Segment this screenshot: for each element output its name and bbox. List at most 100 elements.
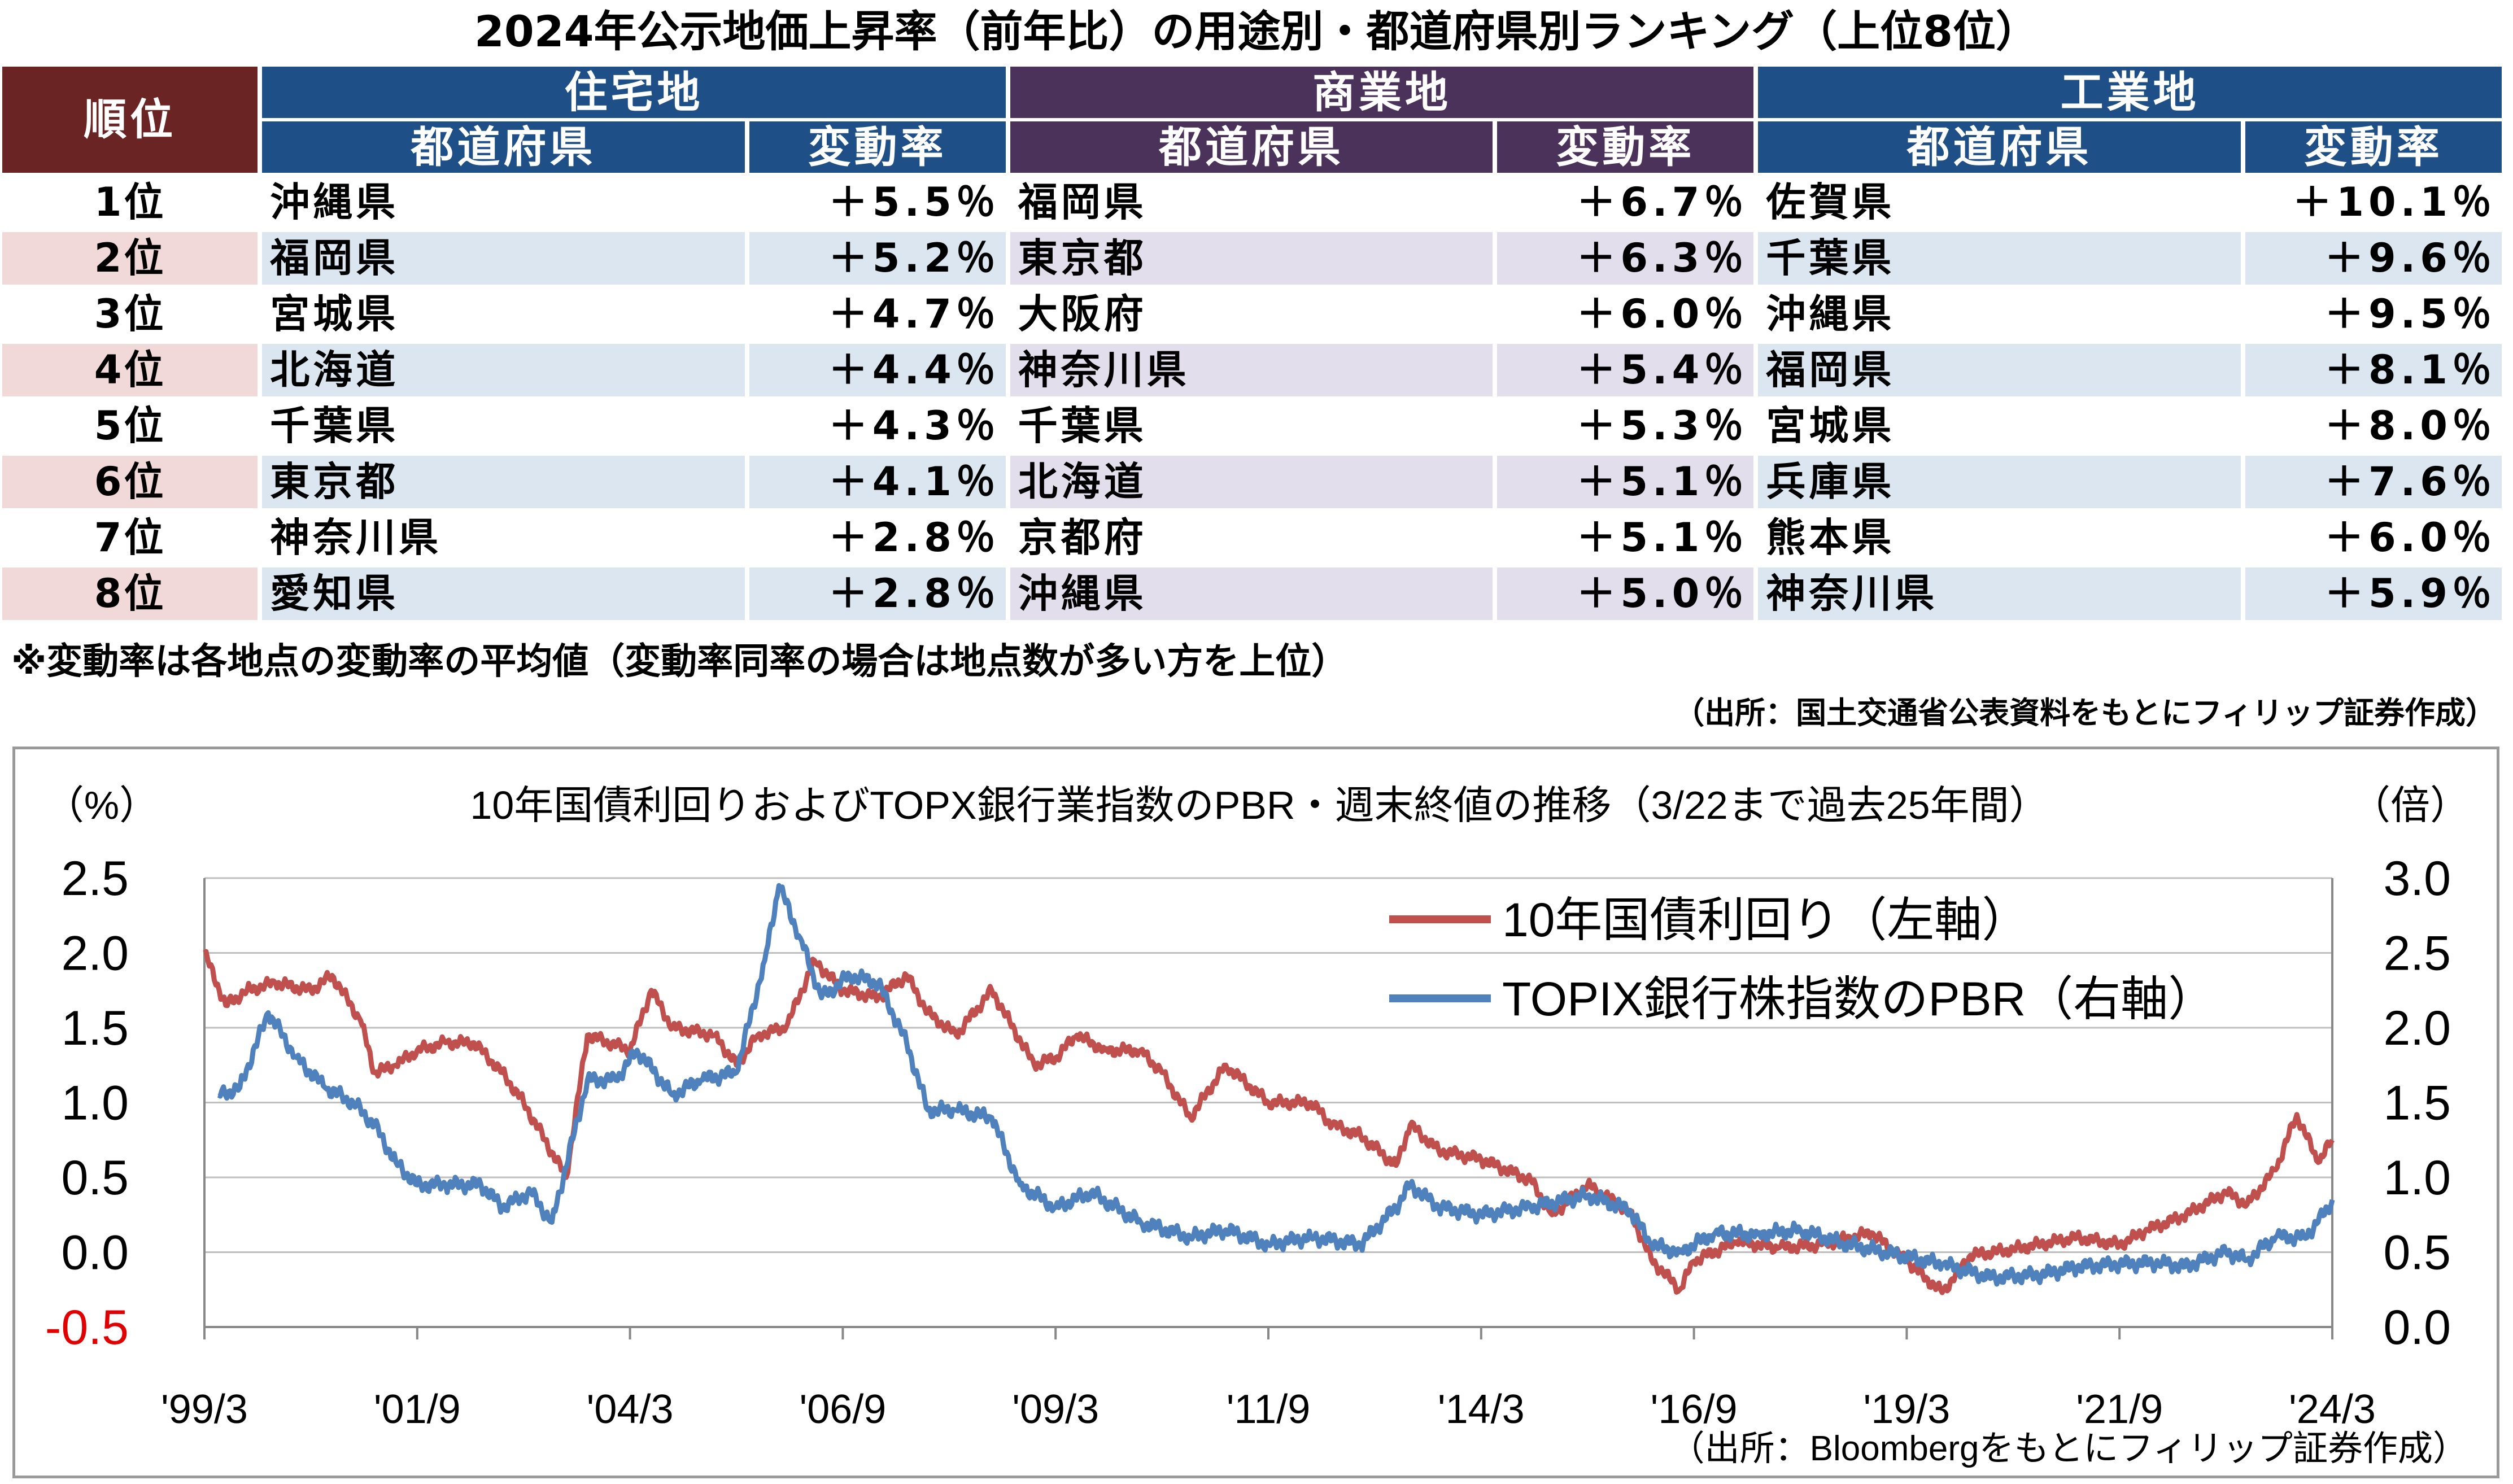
x-tick-label: '24/3: [2289, 1387, 2376, 1432]
x-tick-label: '19/3: [1863, 1387, 1950, 1432]
right-axis-tick-label: 1.5: [2383, 1076, 2451, 1131]
left-axis-tick-label: -0.5: [45, 1300, 129, 1355]
table-row: 1位 沖縄県 ＋5.5％ 福岡県 ＋6.7％ 佐賀県 ＋10.1％: [2, 176, 2502, 229]
industrial-header: 工業地: [1758, 67, 2502, 118]
right-axis-tick-label: 0.5: [2383, 1226, 2451, 1280]
industrial-prefecture-cell: 福岡県: [1758, 344, 2241, 396]
industrial-rate-header: 変動率: [2245, 121, 2502, 173]
left-axis-tick-label: 2.0: [61, 927, 129, 981]
x-tick-label: '99/3: [161, 1387, 248, 1432]
rank-cell: 8位: [2, 568, 258, 620]
commercial-rate-cell: ＋6.0％: [1576, 291, 1748, 337]
table-row: 5位 千葉県 ＋4.3％ 千葉県 ＋5.3％ 宮城県 ＋8.0％: [2, 400, 2502, 452]
right-axis-unit: （倍）: [2351, 783, 2470, 827]
left-axis-unit: （%）: [45, 783, 159, 827]
commercial-prefecture-cell: 京都府: [1018, 514, 1147, 561]
industrial-prefecture-cell: 宮城県: [1766, 403, 1895, 449]
chart-frame: [12, 747, 2499, 1478]
table-row: 3位 宮城県 ＋4.7％ 大阪府 ＋6.0％ 沖縄県 ＋9.5％: [2, 288, 2502, 341]
commercial-rate-cell: ＋5.1％: [1497, 456, 1754, 508]
industrial-prefecture-cell: 佐賀県: [1766, 179, 1895, 225]
rank-cell: 4位: [2, 344, 258, 396]
industrial-rate-cell: ＋8.1％: [2245, 344, 2502, 396]
commercial-prefecture-cell: 沖縄県: [1010, 568, 1493, 620]
residential-prefecture-cell: 福岡県: [262, 232, 745, 285]
industrial-prefecture-cell: 沖縄県: [1766, 291, 1895, 337]
commercial-prefecture-cell: 神奈川県: [1010, 344, 1493, 396]
left-axis-tick-label: 0.0: [61, 1226, 129, 1280]
table-row: 4位 北海道 ＋4.4％ 神奈川県 ＋5.4％ 福岡県 ＋8.1％: [2, 344, 2502, 396]
commercial-prefecture-cell: 福岡県: [1018, 179, 1147, 225]
industrial-prefecture-cell: 千葉県: [1758, 232, 2241, 285]
x-tick-label: '14/3: [1438, 1387, 1525, 1432]
residential-rate-cell: ＋4.3％: [828, 403, 1000, 449]
rank-cell: 1位: [94, 179, 166, 225]
rank-header: 順位: [2, 67, 258, 173]
commercial-prefecture-cell: 東京都: [1010, 232, 1493, 285]
residential-prefecture-cell: 沖縄県: [270, 179, 399, 225]
right-axis-tick-label: 2.5: [2383, 927, 2451, 981]
rank-cell: 7位: [94, 514, 166, 561]
x-tick-label: '21/9: [2076, 1387, 2163, 1432]
x-tick-label: '11/9: [1227, 1387, 1311, 1432]
x-tick-label: '16/9: [1651, 1387, 1738, 1432]
industrial-pref-header: 都道府県: [1758, 121, 2241, 173]
commercial-rate-cell: ＋6.7％: [1576, 179, 1748, 225]
commercial-rate-cell: ＋5.1％: [1576, 514, 1748, 561]
industrial-prefecture-cell: 神奈川県: [1758, 568, 2241, 620]
residential-prefecture-cell: 東京都: [262, 456, 745, 508]
x-tick-label: '09/3: [1012, 1387, 1099, 1432]
table-row: 2位 福岡県 ＋5.2％ 東京都 ＋6.3％ 千葉県 ＋9.6％: [2, 232, 2502, 285]
commercial-header: 商業地: [1010, 67, 1754, 118]
table-footnote: ※変動率は各地点の変動率の平均値（変動率同率の場合は地点数が多い方を上位）: [11, 641, 1348, 683]
left-axis-tick-label: 0.5: [61, 1151, 129, 1205]
right-axis-tick-label: 2.0: [2383, 1001, 2451, 1055]
series-line-bank-pbr: [217, 883, 2335, 1287]
commercial-rate-cell: ＋6.3％: [1497, 232, 1754, 285]
commercial-rate-cell: ＋5.0％: [1497, 568, 1754, 620]
industrial-rate-cell: ＋9.6％: [2245, 232, 2502, 285]
residential-prefecture-cell: 愛知県: [262, 568, 745, 620]
x-tick-label: '06/9: [799, 1387, 886, 1432]
series-line-jgb-yield: [203, 949, 2335, 1295]
commercial-rate-cell: ＋5.3％: [1576, 403, 1748, 449]
commercial-pref-header: 都道府県: [1010, 121, 1493, 173]
industrial-rate-cell: ＋9.5％: [2324, 291, 2496, 337]
residential-rate-cell: ＋2.8％: [749, 568, 1006, 620]
table-title: 2024年公示地価上昇率（前年比）の用途別・都道府県別ランキング（上位8位）: [474, 6, 2039, 56]
industrial-prefecture-cell: 兵庫県: [1758, 456, 2241, 508]
rank-cell: 3位: [94, 291, 166, 337]
chart-source-note: （出所：Bloombergをもとにフィリップ証券作成）: [1670, 1429, 2468, 1468]
table-row: 6位 東京都 ＋4.1％ 北海道 ＋5.1％ 兵庫県 ＋7.6％: [2, 456, 2502, 508]
residential-rate-cell: ＋4.1％: [749, 456, 1006, 508]
legend-label: 10年国債利回り（左軸）: [1502, 893, 2029, 946]
x-tick-label: '01/9: [374, 1387, 461, 1432]
residential-prefecture-cell: 宮城県: [270, 291, 399, 337]
commercial-rate-cell: ＋5.4％: [1497, 344, 1754, 396]
industrial-rate-cell: ＋8.0％: [2324, 403, 2496, 449]
residential-rate-cell: ＋4.4％: [749, 344, 1006, 396]
left-axis-tick-label: 2.5: [61, 852, 129, 906]
left-axis-tick-label: 1.0: [61, 1076, 129, 1131]
ranking-table: 順位 住宅地 商業地 工業地 都道府県 変動率 都道府県 変動率 都道府県 変動…: [0, 63, 2506, 623]
left-axis-tick-label: 1.5: [61, 1001, 129, 1055]
residential-prefecture-cell: 北海道: [262, 344, 745, 396]
residential-prefecture-cell: 千葉県: [270, 403, 399, 449]
residential-rate-header: 変動率: [749, 121, 1006, 173]
legend-label: TOPIX銀行株指数のPBR（右軸）: [1502, 972, 2215, 1025]
right-axis-tick-label: 3.0: [2383, 852, 2451, 906]
residential-rate-cell: ＋5.2％: [749, 232, 1006, 285]
industrial-rate-cell: ＋5.9％: [2245, 568, 2502, 620]
commercial-rate-header: 変動率: [1497, 121, 1754, 173]
rank-cell: 5位: [94, 403, 166, 449]
residential-rate-cell: ＋4.7％: [828, 291, 1000, 337]
industrial-rate-cell: ＋7.6％: [2245, 456, 2502, 508]
industrial-rate-cell: ＋10.1％: [2292, 179, 2496, 225]
rank-cell: 2位: [2, 232, 258, 285]
commercial-prefecture-cell: 大阪府: [1018, 291, 1147, 337]
chart-title: 10年国債利回りおよびTOPX銀行業指数のPBR・週末終値の推移（3/22まで過…: [470, 783, 2048, 827]
residential-pref-header: 都道府県: [262, 121, 745, 173]
commercial-prefecture-cell: 千葉県: [1018, 403, 1147, 449]
residential-rate-cell: ＋5.5％: [828, 179, 1000, 225]
